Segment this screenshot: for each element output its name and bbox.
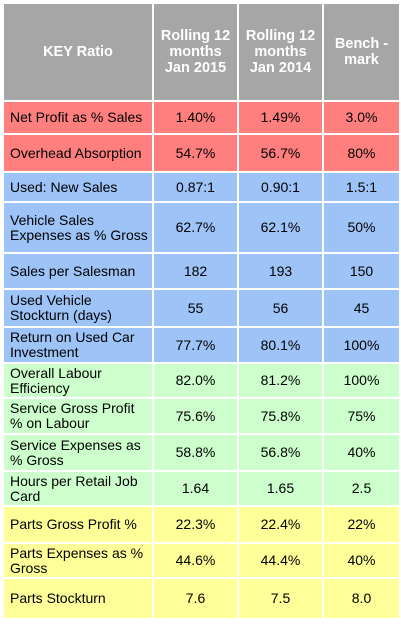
- value-benchmark: 45: [322, 288, 401, 328]
- ratio-label: Used Vehicle Stockturn (days): [2, 288, 154, 328]
- value-2015: 82.0%: [152, 362, 239, 399]
- ratio-label: Service Expenses as % Gross: [2, 433, 154, 472]
- value-2015: 75.6%: [152, 397, 239, 435]
- header-benchmark: Bench -mark: [322, 2, 401, 102]
- value-2015: 55: [152, 288, 239, 328]
- value-2014: 193: [237, 252, 324, 290]
- value-2014: 56: [237, 288, 324, 328]
- value-benchmark: 40%: [322, 433, 401, 472]
- value-2014: 44.4%: [237, 542, 324, 579]
- table-row: Sales per Salesman 182 193 150: [2, 252, 401, 290]
- value-2014: 75.8%: [237, 397, 324, 435]
- table-row: Overall Labour Efficiency 82.0% 81.2% 10…: [2, 362, 401, 399]
- value-2014: 7.5: [237, 577, 324, 620]
- value-2014: 0.90:1: [237, 171, 324, 203]
- ratio-label: Parts Stockturn: [2, 577, 154, 620]
- table-row: Used: New Sales 0.87:1 0.90:1 1.5:1: [2, 171, 401, 203]
- ratio-label: Return on Used Car Investment: [2, 326, 154, 364]
- table-row: Hours per Retail Job Card 1.64 1.65 2.5: [2, 470, 401, 507]
- header-key-ratio: KEY Ratio: [2, 2, 154, 102]
- value-2014: 80.1%: [237, 326, 324, 364]
- key-ratio-table: KEY Ratio Rolling 12 months Jan 2015 Rol…: [2, 2, 401, 620]
- table-row: Overhead Absorption 54.7% 56.7% 80%: [2, 133, 401, 173]
- table-row: Parts Gross Profit % 22.3% 22.4% 22%: [2, 505, 401, 544]
- value-2015: 1.40%: [152, 100, 239, 135]
- value-benchmark: 22%: [322, 505, 401, 544]
- value-2015: 77.7%: [152, 326, 239, 364]
- header-2014: Rolling 12 months Jan 2014: [237, 2, 324, 102]
- value-benchmark: 50%: [322, 201, 401, 254]
- value-2014: 22.4%: [237, 505, 324, 544]
- value-benchmark: 150: [322, 252, 401, 290]
- value-2014: 56.7%: [237, 133, 324, 173]
- ratio-label: Overhead Absorption: [2, 133, 154, 173]
- value-2015: 62.7%: [152, 201, 239, 254]
- value-2015: 54.7%: [152, 133, 239, 173]
- ratio-label: Used: New Sales: [2, 171, 154, 203]
- ratio-label: Parts Gross Profit %: [2, 505, 154, 544]
- value-benchmark: 100%: [322, 326, 401, 364]
- ratio-label: Hours per Retail Job Card: [2, 470, 154, 507]
- value-2014: 1.49%: [237, 100, 324, 135]
- ratio-label: Sales per Salesman: [2, 252, 154, 290]
- table-row: Used Vehicle Stockturn (days) 55 56 45: [2, 288, 401, 328]
- value-benchmark: 2.5: [322, 470, 401, 507]
- ratio-label: Service Gross Profit % on Labour: [2, 397, 154, 435]
- table-row: Net Profit as % Sales 1.40% 1.49% 3.0%: [2, 100, 401, 135]
- value-2015: 44.6%: [152, 542, 239, 579]
- value-2015: 58.8%: [152, 433, 239, 472]
- header-row: KEY Ratio Rolling 12 months Jan 2015 Rol…: [2, 2, 401, 102]
- value-benchmark: 40%: [322, 542, 401, 579]
- value-2015: 22.3%: [152, 505, 239, 544]
- value-2014: 62.1%: [237, 201, 324, 254]
- ratio-label: Parts Expenses as % Gross: [2, 542, 154, 579]
- header-2015: Rolling 12 months Jan 2015: [152, 2, 239, 102]
- value-benchmark: 8.0: [322, 577, 401, 620]
- value-2015: 0.87:1: [152, 171, 239, 203]
- value-2014: 81.2%: [237, 362, 324, 399]
- table-row: Service Expenses as % Gross 58.8% 56.8% …: [2, 433, 401, 472]
- table-row: Service Gross Profit % on Labour 75.6% 7…: [2, 397, 401, 435]
- table-row: Return on Used Car Investment 77.7% 80.1…: [2, 326, 401, 364]
- value-2014: 1.65: [237, 470, 324, 507]
- value-benchmark: 75%: [322, 397, 401, 435]
- table-row: Parts Stockturn 7.6 7.5 8.0: [2, 577, 401, 620]
- value-benchmark: 100%: [322, 362, 401, 399]
- value-2015: 182: [152, 252, 239, 290]
- value-benchmark: 80%: [322, 133, 401, 173]
- ratio-label: Net Profit as % Sales: [2, 100, 154, 135]
- ratio-label: Vehicle Sales Expenses as % Gross: [2, 201, 154, 254]
- value-benchmark: 3.0%: [322, 100, 401, 135]
- table-row: Vehicle Sales Expenses as % Gross 62.7% …: [2, 201, 401, 254]
- value-2014: 56.8%: [237, 433, 324, 472]
- table-row: Parts Expenses as % Gross 44.6% 44.4% 40…: [2, 542, 401, 579]
- value-2015: 7.6: [152, 577, 239, 620]
- value-2015: 1.64: [152, 470, 239, 507]
- value-benchmark: 1.5:1: [322, 171, 401, 203]
- ratio-label: Overall Labour Efficiency: [2, 362, 154, 399]
